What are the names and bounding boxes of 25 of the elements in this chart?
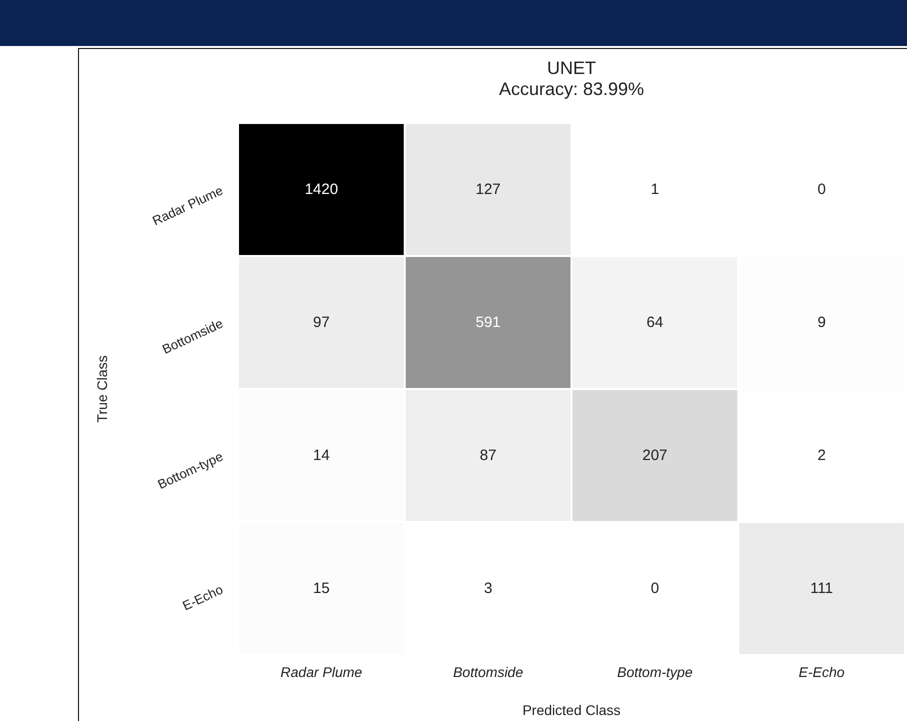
- x-tick-label: E-Echo: [798, 664, 845, 680]
- data-label: 2: [817, 447, 826, 464]
- x-tick-label: Bottom-type: [617, 664, 693, 680]
- data-label: 1: [650, 181, 660, 198]
- data-label: 0: [817, 181, 826, 198]
- chart-subtitle: Accuracy: 83.99%: [498, 79, 646, 100]
- data-label: 127: [476, 181, 501, 198]
- data-label: 9: [817, 314, 826, 331]
- x-axis-title: Predicted Class: [522, 702, 621, 718]
- data-label: 97: [313, 314, 330, 331]
- x-tick-label: Bottomside: [453, 664, 524, 680]
- data-label: 15: [313, 580, 330, 597]
- data-label: 111: [810, 580, 834, 597]
- chart-title: UNET: [546, 58, 597, 79]
- data-label: 64: [646, 314, 664, 331]
- data-label: 207: [642, 447, 668, 464]
- data-label: 0: [650, 580, 660, 597]
- data-label: 1420: [304, 181, 338, 198]
- x-tick-label: Radar Plume: [280, 664, 362, 680]
- data-label: 3: [484, 580, 492, 597]
- y-axis-title: True Class: [94, 355, 110, 423]
- data-label: 14: [313, 447, 330, 464]
- data-label: 87: [480, 447, 496, 464]
- data-label: 591: [476, 314, 501, 331]
- y-tick-label: Radar Plume: [150, 182, 226, 228]
